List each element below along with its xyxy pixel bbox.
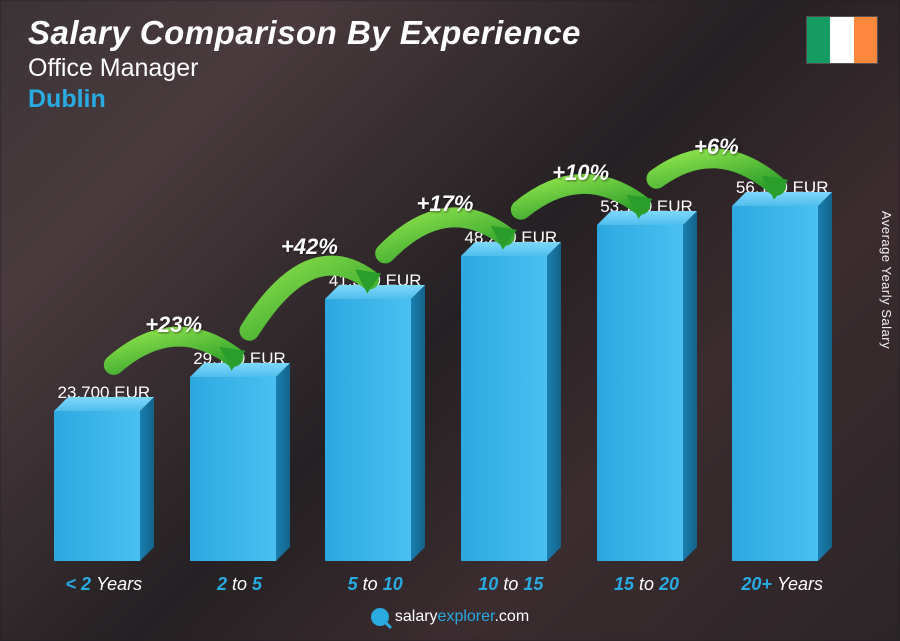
x-tick: 10 to 15 [443,574,579,595]
growth-label: +42% [281,234,338,260]
ireland-flag-icon [806,16,878,64]
flag-stripe-white [830,17,853,63]
x-tick: 20+ Years [714,574,850,595]
growth-arc [114,337,234,365]
x-tick: 15 to 20 [579,574,715,595]
x-axis: < 2 Years2 to 55 to 1010 to 1515 to 2020… [36,574,850,595]
chart-title: Salary Comparison By Experience [28,14,581,52]
header: Salary Comparison By Experience Office M… [28,14,581,114]
flag-stripe-orange [854,17,877,63]
chart-area: 23,700 EUR29,100 EUR41,300 EUR48,200 EUR… [36,140,850,561]
chart-city: Dublin [28,85,581,114]
growth-arc [521,184,641,210]
brand-text: salaryexplorer.com [395,608,529,626]
growth-arc [250,266,370,331]
growth-arc [657,158,777,185]
x-tick: < 2 Years [36,574,172,595]
growth-label: +6% [694,134,739,160]
growth-label: +17% [417,191,474,217]
content-root: Salary Comparison By Experience Office M… [0,0,900,641]
chart-subtitle: Office Manager [28,54,581,83]
x-tick: 5 to 10 [307,574,443,595]
brand-logo: salaryexplorer.com [371,608,529,626]
growth-arc [385,217,505,253]
flag-stripe-green [807,17,830,63]
footer: salaryexplorer.com [0,608,900,631]
growth-label: +23% [145,312,202,338]
magnifier-icon [371,608,389,626]
x-tick: 2 to 5 [172,574,308,595]
growth-label: +10% [552,160,609,186]
y-axis-label: Average Yearly Salary [879,211,894,349]
